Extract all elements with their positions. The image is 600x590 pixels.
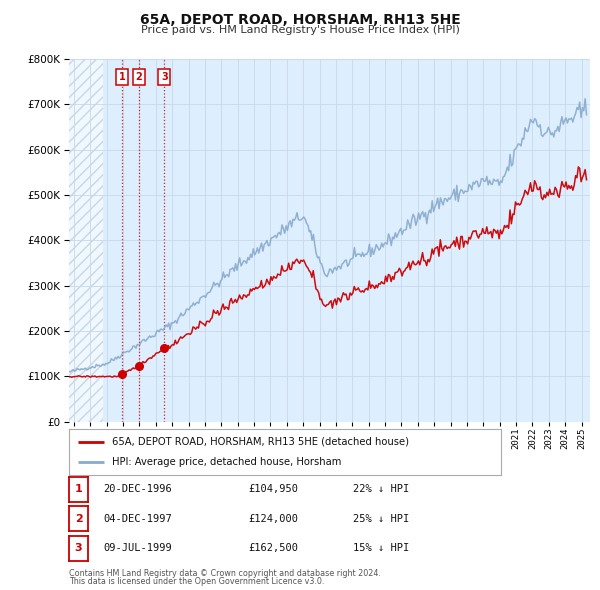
- Text: £124,000: £124,000: [248, 514, 298, 523]
- Text: 22% ↓ HPI: 22% ↓ HPI: [353, 484, 409, 494]
- Text: Price paid vs. HM Land Registry's House Price Index (HPI): Price paid vs. HM Land Registry's House …: [140, 25, 460, 35]
- Text: £162,500: £162,500: [248, 543, 298, 553]
- Text: 1: 1: [75, 484, 82, 494]
- Text: HPI: Average price, detached house, Horsham: HPI: Average price, detached house, Hors…: [112, 457, 341, 467]
- Text: This data is licensed under the Open Government Licence v3.0.: This data is licensed under the Open Gov…: [69, 578, 325, 586]
- Text: 1: 1: [119, 72, 126, 82]
- Text: 65A, DEPOT ROAD, HORSHAM, RH13 5HE: 65A, DEPOT ROAD, HORSHAM, RH13 5HE: [140, 13, 460, 27]
- Text: 2: 2: [136, 72, 142, 82]
- Text: 3: 3: [161, 72, 167, 82]
- Text: 25% ↓ HPI: 25% ↓ HPI: [353, 514, 409, 523]
- Text: 04-DEC-1997: 04-DEC-1997: [104, 514, 172, 523]
- Text: 15% ↓ HPI: 15% ↓ HPI: [353, 543, 409, 553]
- Text: Contains HM Land Registry data © Crown copyright and database right 2024.: Contains HM Land Registry data © Crown c…: [69, 569, 381, 578]
- Text: 09-JUL-1999: 09-JUL-1999: [104, 543, 172, 553]
- Text: 65A, DEPOT ROAD, HORSHAM, RH13 5HE (detached house): 65A, DEPOT ROAD, HORSHAM, RH13 5HE (deta…: [112, 437, 409, 447]
- Text: 2: 2: [75, 514, 82, 523]
- Text: 3: 3: [75, 543, 82, 553]
- Text: £104,950: £104,950: [248, 484, 298, 494]
- Text: 20-DEC-1996: 20-DEC-1996: [104, 484, 172, 494]
